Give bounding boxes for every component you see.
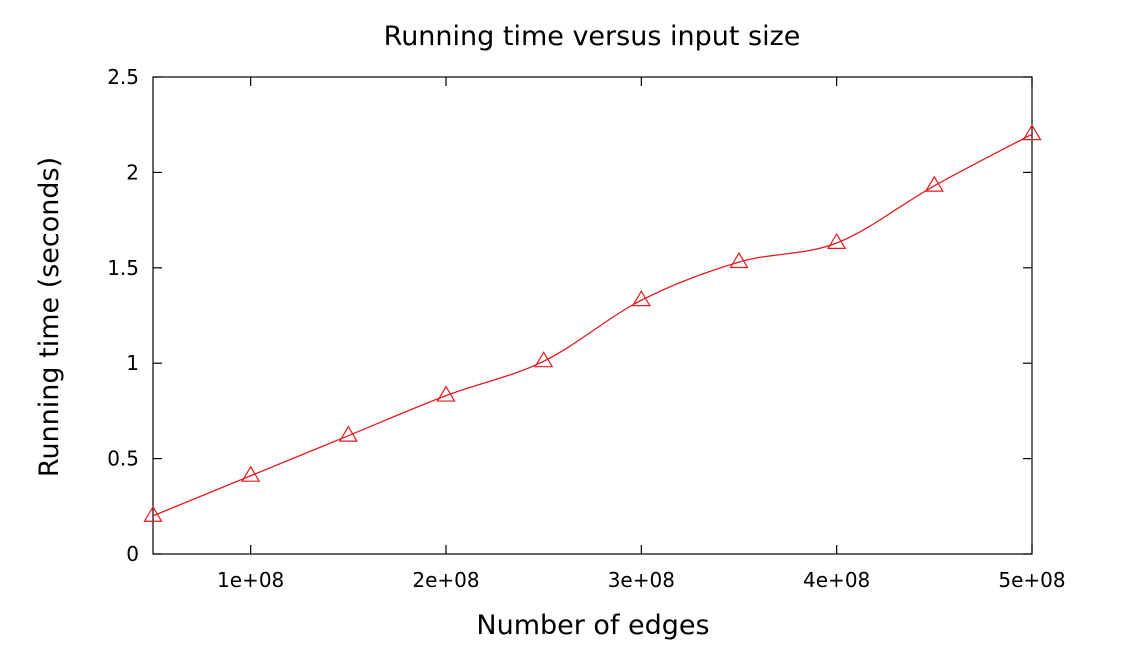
y-tick-label: 1 — [126, 351, 139, 375]
x-tick-label: 1e+08 — [217, 568, 284, 592]
data-point-triangle — [924, 175, 944, 192]
data-point-triangle — [631, 290, 651, 307]
x-axis-label: Number of edges — [476, 610, 709, 641]
data-point-triangle — [436, 385, 456, 402]
x-tick-label: 3e+08 — [608, 568, 675, 592]
y-tick-label: 2.5 — [107, 65, 139, 89]
chart-title: Running time versus input size — [384, 21, 801, 52]
data-point-triangle — [827, 232, 847, 249]
y-tick-label: 0.5 — [107, 447, 139, 471]
plot-frame — [152, 76, 1033, 555]
x-tick-label: 4e+08 — [803, 568, 870, 592]
y-tick-label: 1.5 — [107, 256, 139, 280]
y-axis-label: Running time (seconds) — [34, 157, 65, 477]
x-tick-label: 5e+08 — [998, 568, 1065, 592]
y-tick-label: 0 — [126, 542, 139, 566]
series-layer — [143, 124, 1042, 522]
x-axis: 1e+08 2e+08 3e+08 4e+08 5e+08 — [217, 77, 1066, 592]
series-line — [152, 133, 1033, 517]
y-tick-label: 2 — [126, 160, 139, 184]
data-point-triangle — [1022, 124, 1042, 141]
x-tick-label: 2e+08 — [412, 568, 479, 592]
data-point-triangle — [241, 465, 261, 482]
data-point-triangle — [534, 351, 554, 368]
data-point-triangle — [143, 505, 163, 522]
data-point-triangle — [338, 425, 358, 442]
y-axis: 0 0.5 1 1.5 2 2.5 — [107, 65, 1032, 566]
data-point-triangle — [729, 251, 749, 269]
